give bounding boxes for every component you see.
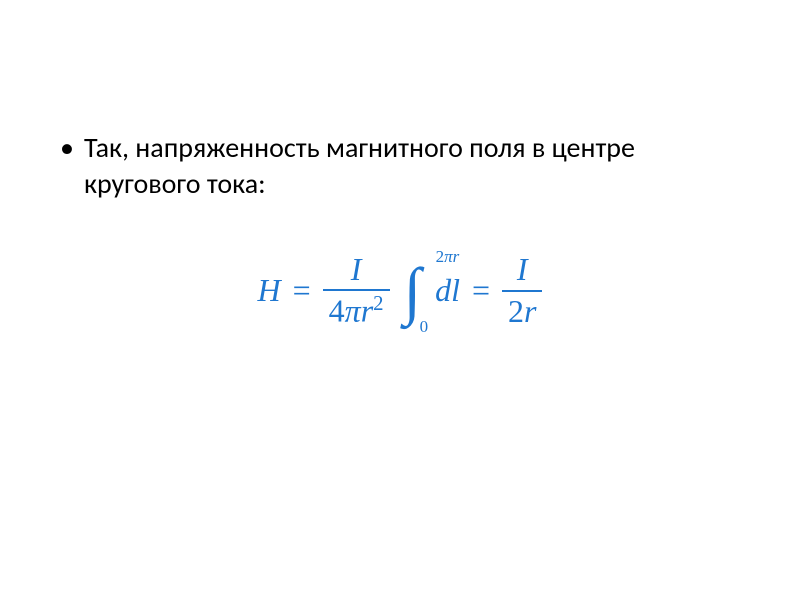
equals-sign-1: = [293,272,311,309]
intupper-r: r [453,247,460,266]
intupper-coeff: 2 [436,247,445,266]
denom1-coeff: 4 [329,293,345,329]
fraction-1-numerator: I [345,250,368,289]
fraction-2-denominator: 2r [502,292,542,331]
fraction-1-denominator: 4πr2 [323,291,390,331]
denom2-r: r [524,293,536,329]
integral-upper-limit: 2πr [436,247,460,267]
intupper-pi: π [444,247,453,266]
bullet-item: • Так, напряженность магнитного поля в ц… [60,130,740,202]
equals-sign-2: = [472,272,490,309]
denom1-r: r [361,293,373,329]
integral-icon: ∫ [404,259,422,323]
bullet-marker: • [60,130,74,166]
equation-container: H = I 4πr2 2πr ∫ 0 dl = I [0,250,800,331]
integrand: dl [435,272,460,309]
integral: 2πr ∫ 0 [404,259,422,323]
integrand-d: d [435,272,451,308]
integral-lower-limit: 0 [420,317,429,337]
fraction-2: I 2r [502,250,542,330]
denom1-exp: 2 [373,292,383,315]
fraction-2-numerator: I [511,250,534,289]
slide: • Так, напряженность магнитного поля в ц… [0,0,800,600]
equation: H = I 4πr2 2πr ∫ 0 dl = I [252,250,549,331]
fraction-1: I 4πr2 [323,250,390,331]
denom2-coeff: 2 [508,293,524,329]
bullet-text: Так, напряженность магнитного поля в цен… [84,130,740,202]
denom1-pi: π [345,293,361,329]
integrand-l: l [451,272,460,308]
equation-lhs: H [258,272,281,309]
